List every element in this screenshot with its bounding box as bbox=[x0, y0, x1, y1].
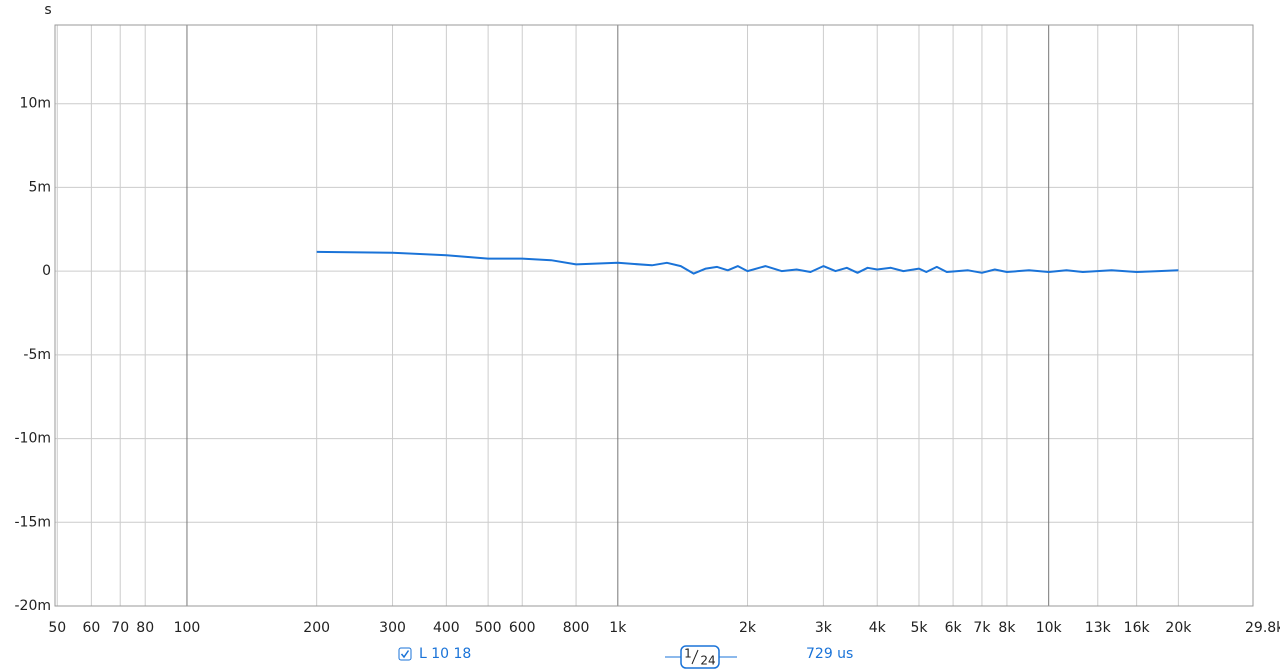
y-tick-label: -20m bbox=[14, 598, 51, 614]
x-tick-label: 50 bbox=[48, 620, 66, 636]
smoothing-widget[interactable]: 1 24 bbox=[665, 644, 737, 670]
grid bbox=[55, 25, 1253, 607]
x-tick-label: 16k bbox=[1124, 620, 1151, 636]
plot-frame bbox=[54, 24, 1254, 607]
x-tick-label: 200 bbox=[303, 620, 330, 636]
smoothing-den: 24 bbox=[700, 654, 715, 668]
y-tick-label: -15m bbox=[14, 514, 51, 530]
y-tick-label: 10m bbox=[20, 96, 51, 112]
x-tick-label: 6k bbox=[945, 620, 963, 636]
x-tick-label: 7k bbox=[973, 620, 991, 636]
x-tick-label: 300 bbox=[379, 620, 406, 636]
x-tick-label: 13k bbox=[1085, 620, 1112, 636]
x-tick-label: 400 bbox=[433, 620, 460, 636]
x-tick-label: 500 bbox=[475, 620, 502, 636]
x-tick-label: 4k bbox=[869, 620, 887, 636]
x-tick-label: 600 bbox=[509, 620, 536, 636]
x-tick-label: 60 bbox=[82, 620, 100, 636]
x-tick-label: 10k bbox=[1036, 620, 1063, 636]
y-unit: s bbox=[44, 2, 51, 18]
x-tick-label: 1k bbox=[609, 620, 627, 636]
delay-value: 729 us bbox=[806, 646, 854, 662]
smoothing-num: 1 bbox=[684, 647, 692, 661]
x-tick-label: 100 bbox=[174, 620, 201, 636]
legend-label: L 10 18 bbox=[419, 646, 472, 662]
y-tick-label: 5m bbox=[28, 179, 51, 195]
y-tick-label: -5m bbox=[23, 347, 51, 363]
x-tick-label: 20k bbox=[1165, 620, 1192, 636]
x-tick-label: 5k bbox=[910, 620, 928, 636]
x-tick-label: 3k bbox=[815, 620, 833, 636]
chart: s 10m 5m 0 -5m -10m -15m -20m 50 60 70 80 100 200 300… bbox=[14, 2, 1280, 636]
y-tick-label: -10m bbox=[14, 431, 51, 447]
x-tick-label: 2k bbox=[739, 620, 757, 636]
smoothing[interactable]: 1 24 bbox=[665, 644, 737, 670]
y-tick-label: 0 bbox=[42, 263, 51, 279]
x-tick-label: 8k bbox=[998, 620, 1016, 636]
x-tick-label: 70 bbox=[111, 620, 129, 636]
x-tick-label: 800 bbox=[563, 620, 590, 636]
x-tick-label: 29.8kHz bbox=[1245, 620, 1280, 636]
legend-item[interactable]: L 10 18 bbox=[398, 646, 471, 662]
series-line bbox=[316, 250, 1179, 275]
x-tick-label: 80 bbox=[136, 620, 154, 636]
controls: L 10 18 1 24 729 us bbox=[0, 644, 1280, 670]
delay: 729 us bbox=[806, 646, 853, 662]
checkbox[interactable] bbox=[398, 647, 412, 661]
